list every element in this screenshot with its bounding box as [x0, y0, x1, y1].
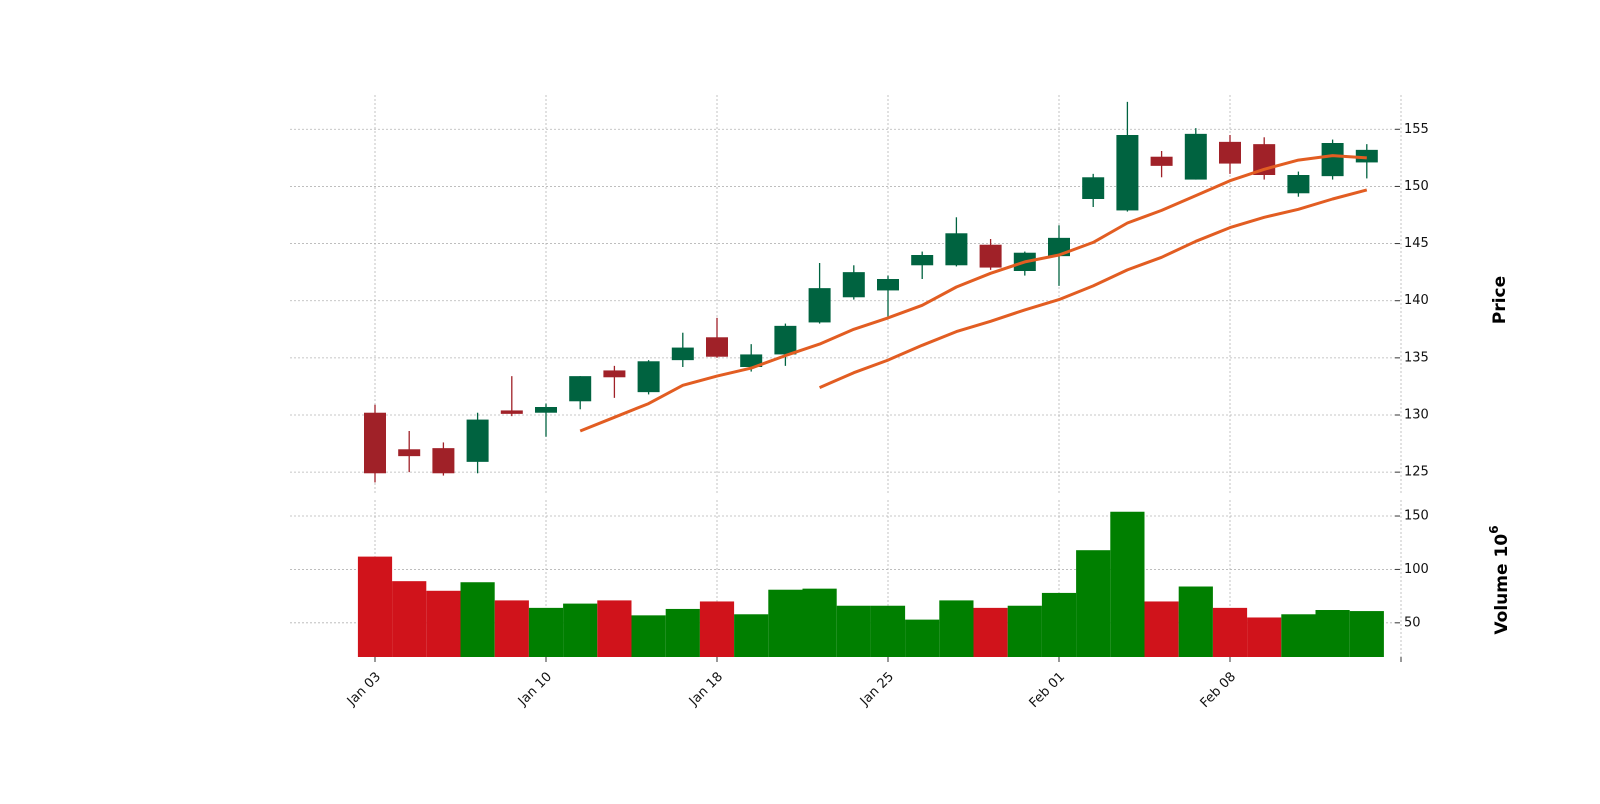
candle-body [945, 233, 968, 266]
x-tick-label: Jan 18 [686, 669, 726, 709]
price-tick-label: 135 [1404, 350, 1429, 365]
volume-bar [699, 601, 735, 657]
volume-bar [734, 614, 769, 657]
volume-bar [836, 605, 871, 657]
candle-body [911, 255, 934, 266]
volume-bar [1349, 611, 1384, 657]
volume-exponent: 6 [1487, 525, 1501, 533]
volume-panel [357, 511, 1384, 657]
x-tick-label: Jan 10 [515, 669, 555, 709]
candle-body [1355, 149, 1378, 163]
volume-bar [870, 605, 906, 657]
candle-body [1219, 141, 1241, 164]
volume-bar [528, 607, 564, 657]
candle-body [535, 407, 557, 413]
moving-average-lines [579, 154, 1368, 433]
volume-bar [802, 588, 837, 657]
price-tick-label: 150 [1404, 179, 1429, 194]
candle-body [466, 419, 489, 462]
volume-tick-label: 50 [1404, 615, 1421, 630]
candle-body [569, 376, 592, 402]
volume-label: Volume [1492, 563, 1512, 634]
price-tick-label: 155 [1404, 122, 1429, 137]
volume-bar [460, 582, 495, 657]
volume-bar [1076, 550, 1111, 657]
volume-tick-label: 100 [1404, 562, 1429, 577]
volume-axis-title: Volume 106 [1487, 525, 1513, 634]
volume-bar [563, 603, 598, 657]
volume-bar [1144, 601, 1179, 657]
volume-exponent-base: 10 [1492, 534, 1512, 558]
candle-body [1184, 133, 1207, 180]
moving-average-line [819, 188, 1368, 389]
candle-body [671, 347, 694, 361]
candle-body [637, 361, 660, 393]
volume-bar [768, 589, 803, 657]
candle-body [500, 410, 523, 414]
candle-body [774, 325, 797, 355]
volume-bar [905, 619, 940, 657]
price-tick-label: 125 [1404, 465, 1429, 480]
price-tick-label: 130 [1404, 408, 1429, 423]
price-axis-title: Price [1490, 276, 1510, 324]
volume-bar [357, 556, 393, 657]
volume-bar [426, 590, 461, 657]
volume-bar [1315, 610, 1350, 657]
candle-body [1116, 135, 1139, 211]
candle-body [1287, 175, 1310, 194]
volume-bar [597, 600, 632, 657]
volume-bar [1110, 511, 1145, 657]
volume-bar [1212, 607, 1248, 657]
volume-bar [1178, 586, 1213, 657]
volume-bar [1041, 592, 1077, 657]
volume-bar [1247, 617, 1282, 657]
price-tick-label: 140 [1404, 293, 1429, 308]
candle-body [979, 244, 1002, 268]
candle-body [1150, 156, 1173, 166]
candle-body [364, 412, 386, 474]
x-tick-label: Jan 03 [344, 669, 384, 709]
volume-bar [1007, 605, 1042, 657]
volume-bar [631, 615, 666, 657]
candle-body [1321, 143, 1344, 177]
volume-bar [1281, 614, 1316, 657]
volume-bar [392, 581, 427, 657]
x-tick-label: Feb 01 [1027, 669, 1069, 711]
candle-body [398, 449, 421, 457]
x-tick-label: Feb 08 [1198, 669, 1240, 711]
moving-average-line [579, 154, 1367, 433]
candle-body [706, 337, 728, 357]
volume-bar [665, 608, 700, 657]
price-panel [364, 101, 1378, 483]
volume-bar [973, 607, 1008, 657]
candle-body [842, 272, 865, 298]
volume-bar [939, 600, 974, 657]
volume-tick-label: 150 [1404, 509, 1429, 524]
price-tick-label: 145 [1404, 236, 1429, 251]
candle-body [603, 370, 626, 378]
x-tick-label: Jan 25 [857, 669, 897, 709]
volume-bar [494, 600, 529, 657]
candle-body [432, 448, 455, 474]
candle-body [808, 288, 831, 323]
candle-body [877, 279, 899, 291]
candle-body [1082, 177, 1105, 199]
candle-body [740, 354, 763, 367]
